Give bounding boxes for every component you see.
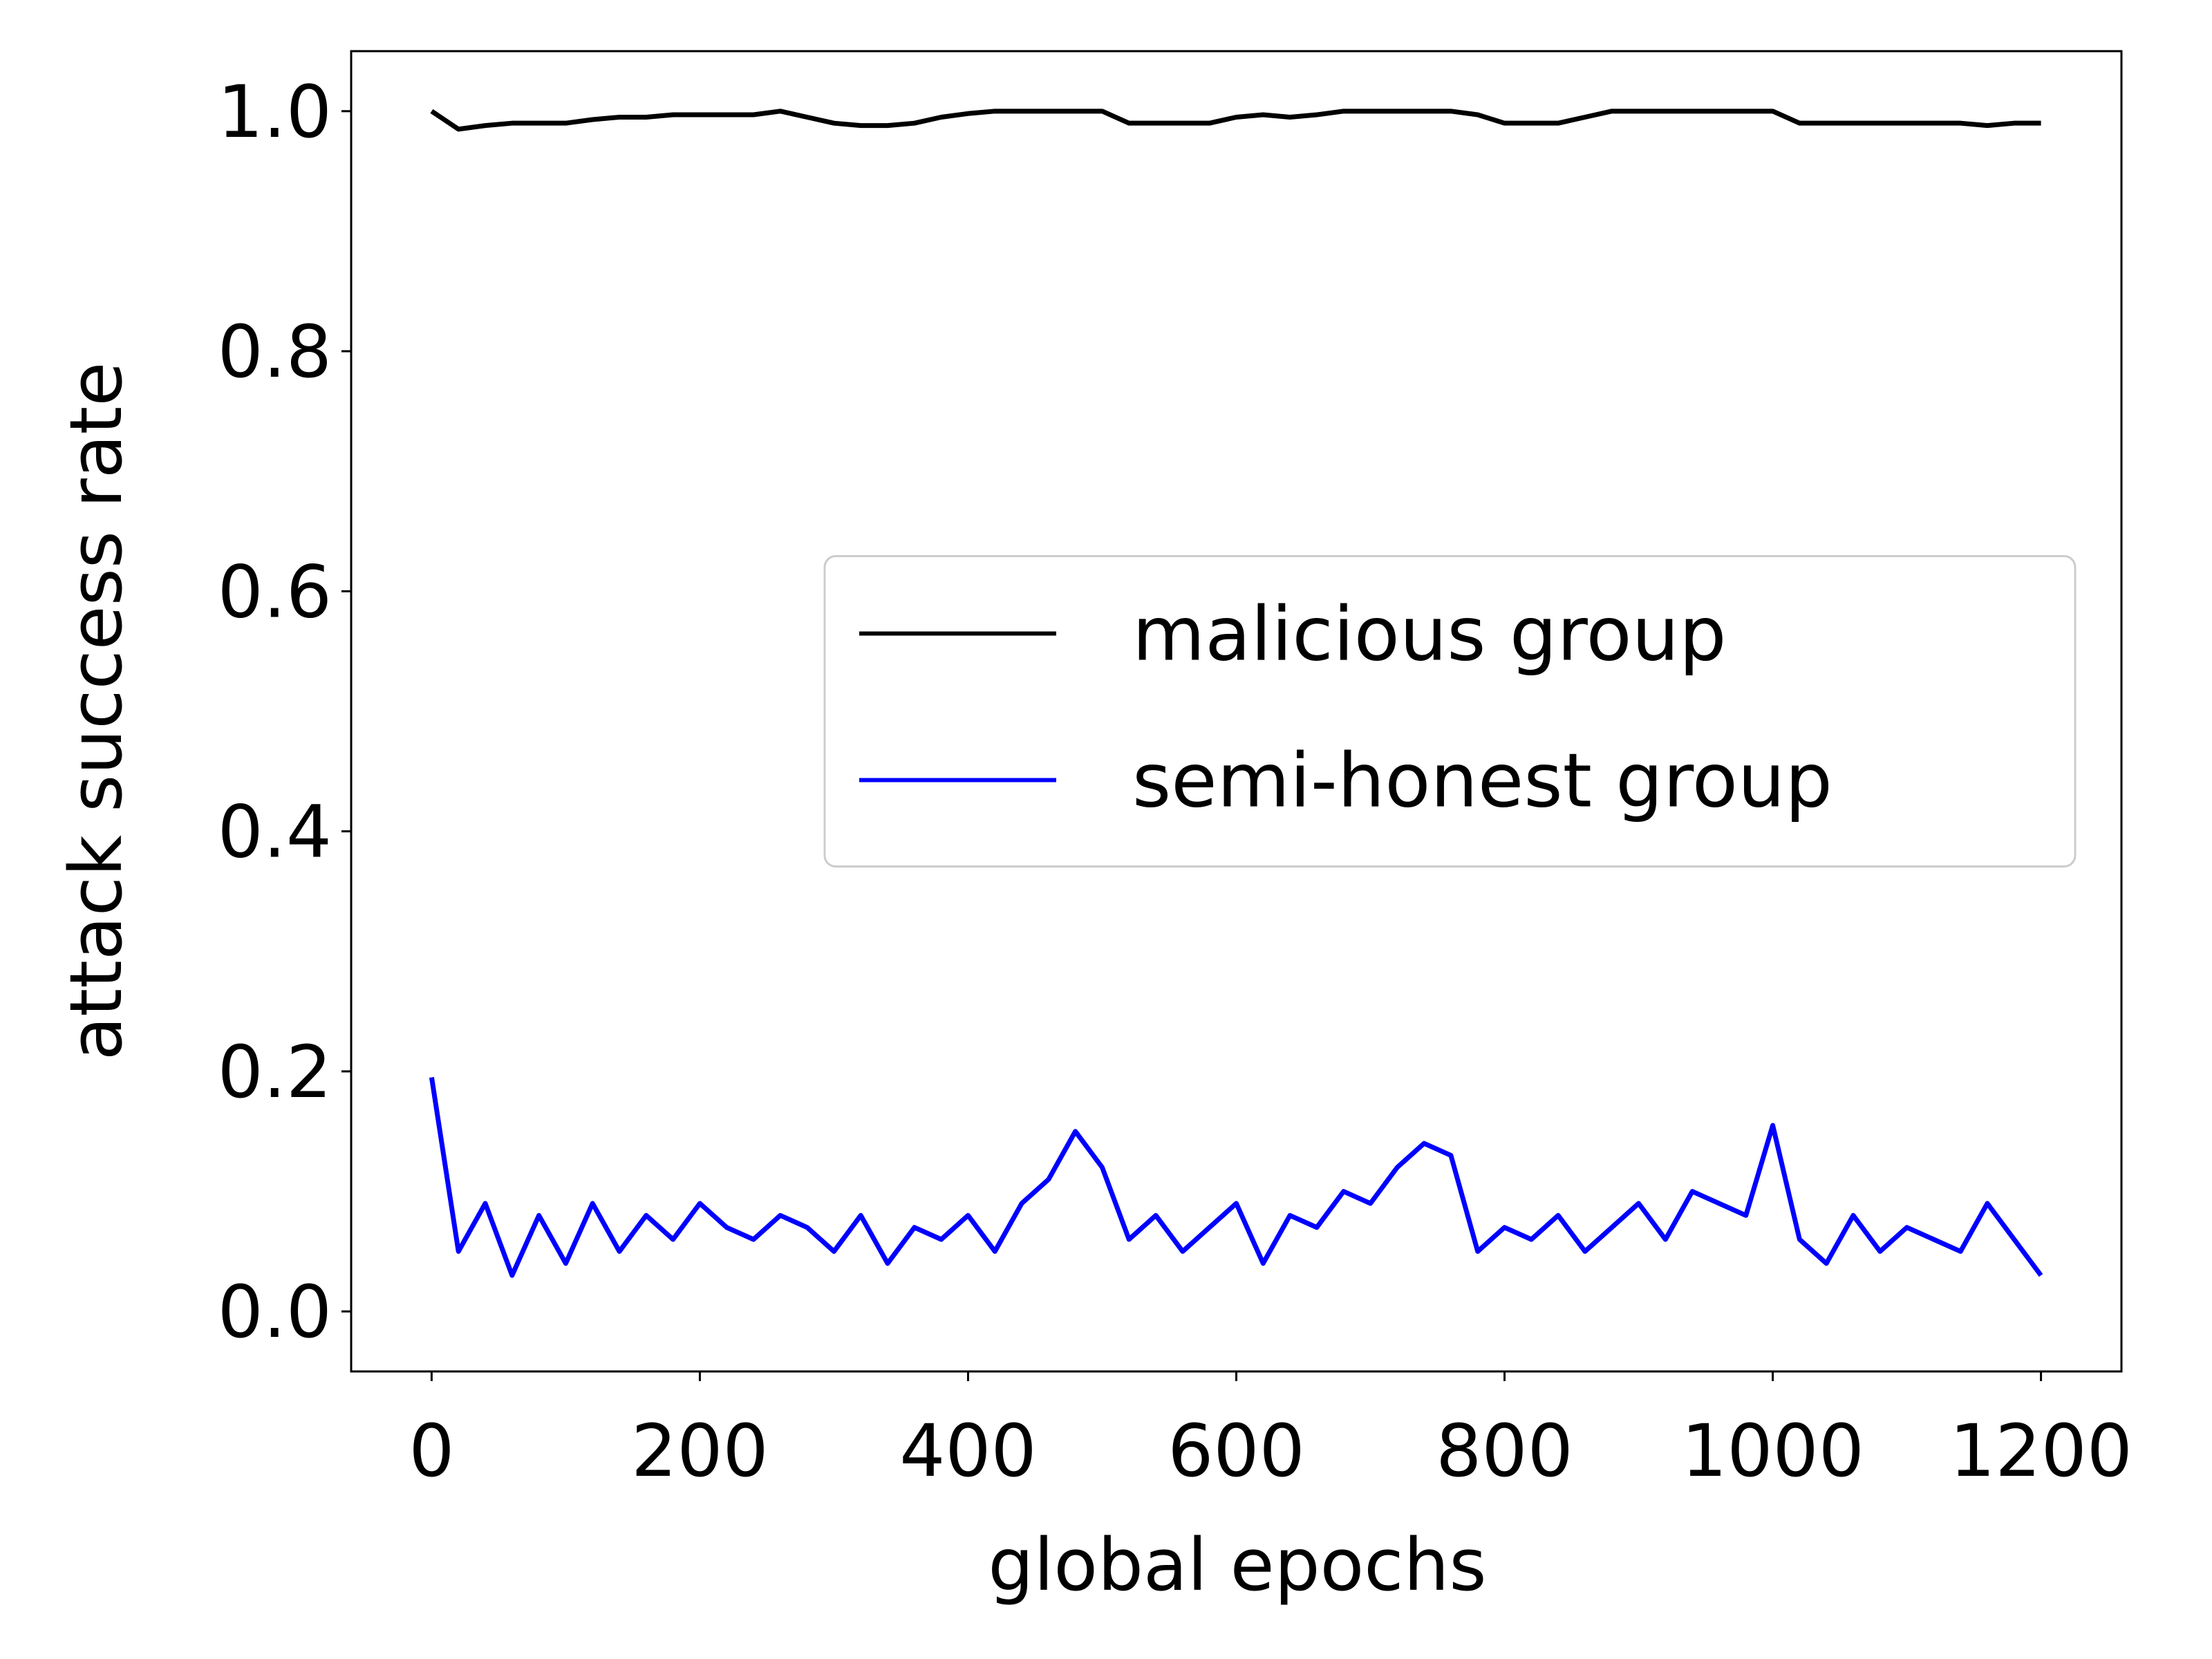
line-series [429,1077,2043,1278]
legend-box [823,555,2077,868]
y-axis-label: attack success rate [54,362,138,1061]
y-tick-label: 0.2 [218,1030,332,1114]
x-axis-label: global epochs [988,1523,1486,1607]
plot-frame [350,50,2123,1373]
legend-label: malicious group [1132,592,1727,678]
y-tick-label: 0.8 [218,310,332,394]
x-tick-label: 600 [1168,1409,1305,1493]
y-tick-label: 1.0 [218,70,332,154]
legend: malicious group semi-honest group [823,555,2077,868]
x-tick-label: 0 [409,1409,454,1493]
line-series [430,109,2041,132]
x-tick-label: 200 [631,1409,769,1493]
legend-label: semi-honest group [1132,738,1833,825]
x-tick-label: 800 [1436,1409,1573,1493]
y-tick-label: 0.6 [218,550,332,634]
y-tick-label: 0.4 [218,790,332,874]
y-tick-label: 0.0 [218,1270,332,1354]
x-tick-label: 400 [899,1409,1037,1493]
x-tick-label: 1000 [1681,1409,1864,1493]
x-tick-label: 1200 [1949,1409,2133,1493]
